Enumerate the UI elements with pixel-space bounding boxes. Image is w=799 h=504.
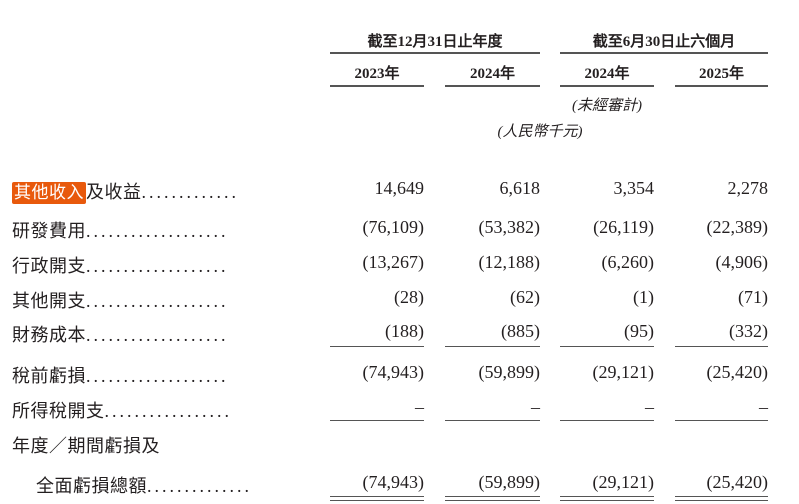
header-half-2025: 2025年 (698, 66, 744, 82)
row-value: (28) (394, 287, 424, 307)
rule-line (330, 346, 424, 347)
row-label: 財務成本................... (12, 321, 229, 347)
rule-line (675, 420, 768, 421)
leader-dots: ............. (141, 182, 239, 202)
row-value: (13,267) (362, 252, 425, 272)
row-value: (74,943) (362, 472, 425, 492)
header-year-2023: 2023年 (354, 66, 400, 82)
rule-line (675, 500, 768, 501)
row-value: (62) (510, 287, 540, 307)
row-value: (6,260) (601, 252, 655, 272)
rule-line (445, 420, 540, 421)
divider (675, 85, 768, 87)
leader-dots: .............. (147, 476, 252, 496)
header-half-2024: 2024年 (584, 66, 630, 82)
rule-line (445, 500, 540, 501)
row-value: – (759, 397, 768, 417)
row-value: (29,121) (592, 472, 655, 492)
row-label-text: 年度／期間虧損及 (12, 436, 160, 456)
row-label: 其他收入 及收益............. (12, 178, 239, 204)
row-value: (26,119) (593, 217, 654, 237)
rule-line (560, 496, 654, 497)
row-label: 行政開支................... (12, 252, 229, 278)
row-value: (25,420) (706, 472, 769, 492)
divider (560, 85, 654, 87)
row-value: (25,420) (706, 362, 769, 382)
row-value: (59,899) (478, 362, 541, 382)
rule-line (445, 346, 540, 347)
row-label: 年度／期間虧損及 (12, 432, 160, 458)
row-value: (22,389) (706, 217, 769, 237)
leader-dots: ................... (86, 366, 229, 386)
row-label: 研發費用................... (12, 217, 229, 243)
row-value: – (645, 397, 654, 417)
header-group-full-year: 截至12月31日止年度 (367, 34, 503, 50)
row-value: (1) (633, 287, 654, 307)
row-value: 14,649 (374, 178, 425, 198)
rule-line (560, 346, 654, 347)
rule-line (560, 500, 654, 501)
row-label-text: 行政開支 (12, 256, 86, 276)
rule-line (330, 500, 424, 501)
row-value: (59,899) (478, 472, 541, 492)
row-label-text: 研發費用 (12, 221, 86, 241)
divider (330, 85, 424, 87)
row-value: (332) (729, 321, 768, 341)
unaudited-note: (未經審計) (572, 98, 642, 114)
row-value: (4,906) (715, 252, 769, 272)
rule-line (445, 496, 540, 497)
row-value: 3,354 (613, 178, 655, 198)
row-label-text: 財務成本 (12, 325, 86, 345)
row-label-text: 所得稅開支 (12, 401, 105, 421)
row-value: (188) (385, 321, 424, 341)
row-label-text: 及收益 (86, 182, 142, 202)
row-value: (53,382) (478, 217, 541, 237)
row-label-text: 稅前虧損 (12, 366, 86, 386)
rule-line (330, 420, 424, 421)
rule-line (330, 496, 424, 497)
row-label-text: 其他開支 (12, 291, 86, 311)
leader-dots: ................... (86, 291, 229, 311)
row-label: 其他開支................... (12, 287, 229, 313)
row-value: (76,109) (362, 217, 425, 237)
rule-line (560, 420, 654, 421)
header-group-six-months: 截至6月30日止六個月 (592, 34, 736, 50)
divider (445, 85, 540, 87)
row-label: 所得稅開支................. (12, 397, 232, 423)
row-label: 稅前虧損................... (12, 362, 229, 388)
row-label-text: 全面虧損總額 (36, 476, 147, 496)
row-value: – (531, 397, 540, 417)
leader-dots: ................. (104, 401, 232, 421)
divider (560, 52, 768, 54)
row-value: (12,188) (478, 252, 541, 272)
leader-dots: ................... (86, 221, 229, 241)
leader-dots: ................... (86, 325, 229, 345)
row-value: (74,943) (362, 362, 425, 382)
row-value: – (415, 397, 424, 417)
rule-line (675, 346, 768, 347)
rule-line (675, 496, 768, 497)
row-value: (95) (624, 321, 654, 341)
divider (330, 52, 540, 54)
leader-dots: ................... (86, 256, 229, 276)
row-value: (71) (738, 287, 768, 307)
row-value: (885) (501, 321, 540, 341)
row-label: 全面虧損總額.............. (36, 472, 252, 498)
currency-note: (人民幣千元) (497, 124, 583, 140)
row-value: (29,121) (592, 362, 655, 382)
highlighted-text: 其他收入 (12, 182, 86, 204)
row-value: 2,278 (727, 178, 769, 198)
row-value: 6,618 (499, 178, 541, 198)
header-year-2024: 2024年 (469, 66, 515, 82)
